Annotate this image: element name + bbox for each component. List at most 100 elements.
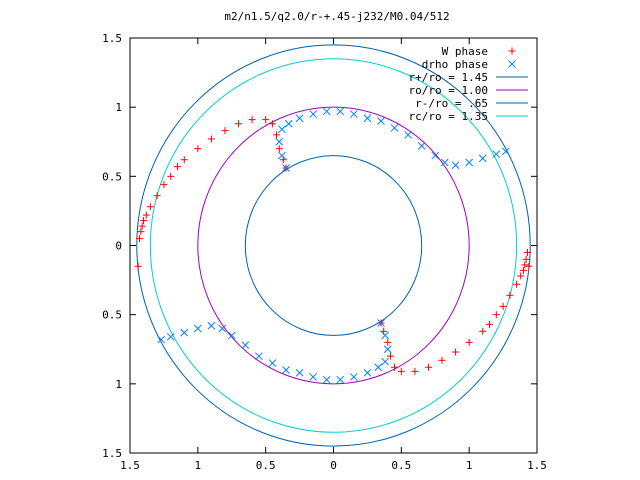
- point-1-43: [157, 335, 166, 344]
- point-1-26: [374, 363, 383, 372]
- x-tick-label-5: 1: [466, 459, 473, 472]
- point-1-35: [255, 352, 263, 361]
- point-0-28: [517, 272, 525, 280]
- point-1-31: [309, 373, 318, 381]
- point-1-36: [241, 341, 250, 349]
- point-0-37: [438, 356, 446, 364]
- x-tick-label-6: 1.5: [527, 459, 547, 472]
- point-1-32: [295, 368, 304, 377]
- point-1-30: [322, 375, 331, 384]
- phase-points: [134, 107, 533, 384]
- y-tick-label-6: 1.5: [102, 447, 122, 460]
- point-0-25: [522, 255, 530, 263]
- point-0-4: [140, 217, 148, 225]
- point-1-9: [349, 110, 358, 118]
- legend-label-3: ro/ro = 1.00: [409, 84, 488, 97]
- y-axis-ticks: 1.5 1 0.5 0 0.5 1 1.5: [102, 32, 537, 460]
- point-0-19: [273, 131, 281, 139]
- point-1-11: [377, 117, 385, 125]
- point-0-17: [262, 116, 270, 124]
- point-0-14: [221, 127, 229, 135]
- x-tick-label-3: 0: [330, 459, 337, 472]
- point-0-10: [173, 163, 181, 171]
- point-1-19: [478, 154, 487, 163]
- point-1-25: [381, 357, 389, 366]
- point-0-24: [524, 248, 532, 256]
- y-tick-label-3: 0: [115, 240, 122, 253]
- point-1-4: [284, 119, 293, 128]
- point-0-38: [424, 363, 432, 371]
- point-0-36: [452, 348, 460, 356]
- point-1-12: [390, 124, 399, 132]
- point-1-33: [282, 366, 290, 374]
- chart-title: m2/n1.5/q2.0/r-+.45-j232/M0.04/512: [224, 10, 449, 23]
- point-1-24: [383, 345, 392, 354]
- circle-4: [244, 155, 423, 336]
- circle-5: [149, 58, 518, 433]
- point-1-14: [417, 142, 426, 150]
- point-0-2: [137, 228, 145, 236]
- point-1-2: [275, 137, 284, 146]
- legend-label-5: rc/ro = 1.35: [409, 110, 488, 123]
- x-tick-label-2: 0.5: [256, 459, 276, 472]
- y-tick-label-1: 1: [115, 101, 122, 114]
- legend-label-0: W phase: [442, 45, 488, 58]
- point-0-27: [519, 266, 527, 274]
- point-0-16: [248, 116, 256, 124]
- point-1-15: [431, 151, 440, 160]
- y-tick-label-0: 1.5: [102, 32, 122, 45]
- point-1-39: [207, 321, 216, 330]
- point-1-13: [404, 130, 412, 139]
- point-1-5: [295, 114, 304, 123]
- point-1-7: [322, 107, 331, 116]
- point-0-5: [142, 211, 150, 219]
- point-0-11: [180, 156, 188, 164]
- y-tick-label-2: 0.5: [102, 170, 122, 183]
- point-0-26: [521, 261, 529, 269]
- legend-label-1: drho phase: [422, 58, 488, 71]
- point-1-41: [180, 328, 189, 337]
- point-0-33: [486, 320, 494, 328]
- point-0-34: [479, 327, 487, 335]
- point-0-23: [525, 262, 533, 270]
- point-0-0: [134, 262, 142, 270]
- point-1-6: [309, 110, 318, 118]
- point-0-8: [160, 181, 168, 189]
- point-1-18: [465, 158, 474, 167]
- legend-label-2: r+/ro = 1.45: [409, 71, 488, 84]
- y-tick-label-5: 1: [115, 378, 122, 391]
- point-0-30: [506, 291, 514, 299]
- point-0-6: [146, 203, 154, 211]
- circle-2: [136, 44, 531, 447]
- point-0-13: [207, 135, 215, 143]
- point-1-22: [377, 319, 385, 327]
- point-1-38: [218, 324, 227, 333]
- y-tick-label-4: 0.5: [102, 309, 122, 322]
- legend-label-4: r-/ro = .65: [415, 97, 488, 110]
- x-axis-ticks: 1.5 1 0.5 0 0.5 1 1.5: [120, 38, 547, 472]
- x-tick-label-4: 0.5: [391, 459, 411, 472]
- point-1-10: [363, 114, 372, 123]
- point-0-3: [138, 222, 146, 230]
- point-1-17: [451, 161, 460, 170]
- point-0-31: [499, 302, 507, 310]
- point-0-29: [513, 280, 521, 288]
- point-0-42: [386, 352, 394, 360]
- point-1-16: [440, 158, 449, 167]
- legend-swatch-0: [508, 47, 516, 55]
- point-0-43: [384, 338, 392, 346]
- point-1-42: [166, 332, 175, 341]
- point-0-9: [167, 172, 175, 180]
- point-0-12: [194, 145, 202, 153]
- reference-circles: [136, 44, 531, 447]
- point-1-27: [363, 368, 372, 377]
- point-1-8: [336, 107, 345, 116]
- point-1-21: [501, 147, 510, 156]
- point-0-1: [135, 235, 143, 243]
- point-0-41: [391, 363, 399, 371]
- point-0-15: [235, 120, 243, 128]
- point-0-18: [268, 120, 276, 128]
- legend-swatch-1: [508, 60, 516, 68]
